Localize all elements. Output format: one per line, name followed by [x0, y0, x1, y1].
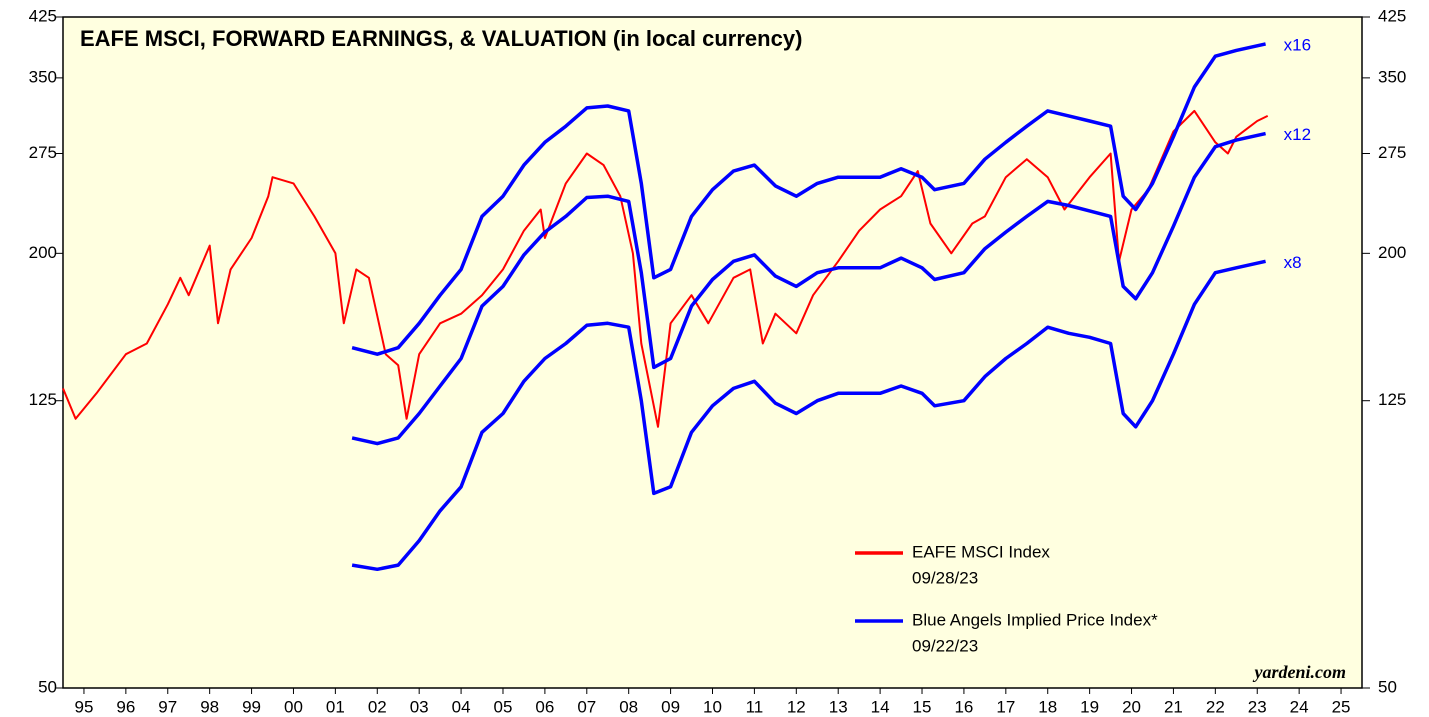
x-tick-label: 02	[368, 697, 387, 716]
series-line	[351, 42, 1266, 356]
x-tick-label: 18	[1038, 697, 1057, 716]
y-tick-label: 275	[29, 143, 57, 162]
x-tick-label: 24	[1290, 697, 1309, 716]
x-tick-label: 17	[996, 697, 1015, 716]
x-tick-label: 16	[954, 697, 973, 716]
series-label: x8	[1284, 253, 1302, 272]
x-tick-label: 95	[74, 697, 93, 716]
y-tick-label: 125	[29, 390, 57, 409]
x-tick-label: 11	[746, 697, 764, 716]
series-line	[351, 259, 1266, 572]
x-tick-label: 06	[535, 697, 554, 716]
x-tick-label: 08	[619, 697, 638, 716]
series-label: x12	[1284, 125, 1311, 144]
legend-date: 09/28/23	[912, 568, 978, 587]
legend-date: 09/22/23	[912, 636, 978, 655]
x-tick-label: 09	[661, 697, 680, 716]
x-tick-label: 22	[1206, 697, 1225, 716]
x-tick-label: 20	[1122, 697, 1141, 716]
x-tick-label: 14	[871, 697, 890, 716]
legend-label: EAFE MSCI Index	[912, 542, 1050, 561]
y-tick-label: 50	[38, 677, 57, 696]
series-label: x16	[1284, 35, 1311, 54]
x-tick-label: 21	[1164, 697, 1183, 716]
x-tick-label: 15	[913, 697, 932, 716]
source: yardeni.com	[1253, 662, 1347, 682]
x-tick-label: 96	[116, 697, 135, 716]
x-tick-label: 01	[326, 697, 345, 716]
x-tick-label: 23	[1248, 697, 1267, 716]
x-tick-label: 98	[200, 697, 219, 716]
legend-label: Blue Angels Implied Price Index*	[912, 610, 1158, 629]
x-tick-label: 03	[410, 697, 429, 716]
y-tick-label: 425	[29, 6, 57, 25]
x-tick-label: 07	[577, 697, 596, 716]
x-tick-label: 05	[494, 697, 513, 716]
x-tick-label: 19	[1080, 697, 1099, 716]
y2-tick-label: 125	[1378, 390, 1406, 409]
y2-tick-label: 350	[1378, 67, 1406, 86]
x-tick-label: 99	[242, 697, 261, 716]
x-tick-label: 10	[703, 697, 722, 716]
plot-area	[62, 16, 1363, 689]
x-tick-label: 04	[452, 697, 471, 716]
y2-tick-label: 275	[1378, 143, 1406, 162]
x-tick-label: 97	[158, 697, 177, 716]
chart-title: EAFE MSCI, FORWARD EARNINGS, & VALUATION…	[80, 26, 802, 51]
x-tick-label: 12	[787, 697, 806, 716]
x-tick-label: 00	[284, 697, 303, 716]
y2-tick-label: 50	[1378, 677, 1397, 696]
series-line	[351, 131, 1266, 446]
y-tick-label: 200	[29, 243, 57, 262]
y-tick-label: 350	[29, 67, 57, 86]
x-tick-label: 13	[829, 697, 848, 716]
y2-tick-label: 200	[1378, 243, 1406, 262]
x-tick-label: 25	[1332, 697, 1351, 716]
y2-tick-label: 425	[1378, 6, 1406, 25]
